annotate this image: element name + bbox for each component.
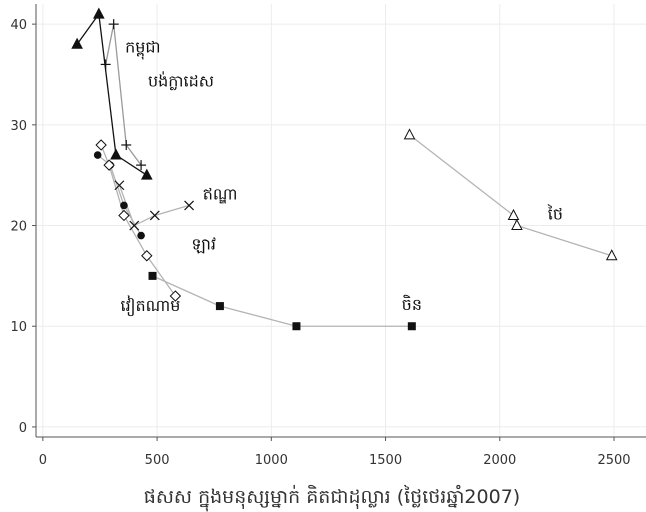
data-point <box>148 271 157 280</box>
data-point <box>140 168 153 180</box>
x-tick-label: 1500 <box>369 453 402 468</box>
series-line <box>76 12 148 176</box>
data-point <box>110 148 122 160</box>
data-point <box>137 231 145 240</box>
data-point <box>120 201 128 210</box>
series-label: ឥណ្ឌា <box>203 184 238 203</box>
data-point <box>92 7 105 19</box>
x-axis-title: ផសស ក្នុងមនុស្សម្នាក់ គិតជាដុល្លារ (ថ្លៃ… <box>144 484 520 512</box>
tick-labels: 0 10 20 30 40 0 500 1000 1500 2000 2500 <box>10 18 630 468</box>
data-point <box>184 200 194 211</box>
y-tick-label: 10 <box>10 320 27 335</box>
data-point <box>507 208 520 220</box>
data-point <box>169 290 182 302</box>
series-label: ចិន <box>402 294 422 314</box>
series-line <box>97 154 142 236</box>
data-point <box>149 210 160 221</box>
data-point <box>403 128 416 140</box>
series-labels: កម្ពុជាបង់ក្លាដេសឥណ្ឌាឡាវវៀតណាម ចិន ថៃ <box>121 37 563 317</box>
y-tick-label: 0 <box>19 421 27 436</box>
series-line <box>409 134 612 257</box>
data-point <box>121 139 132 150</box>
data-point <box>605 249 618 261</box>
series-line <box>152 275 412 327</box>
data-point <box>114 180 125 191</box>
data-point <box>108 19 119 30</box>
data-point <box>93 151 102 159</box>
data-point <box>95 139 107 151</box>
data-point <box>118 209 130 222</box>
data-point <box>407 322 416 331</box>
series-line <box>118 185 190 227</box>
series-label: កម្ពុជា <box>125 37 161 60</box>
data-point <box>103 159 115 171</box>
series-line <box>105 24 142 166</box>
series-markers <box>71 7 618 331</box>
y-tick-label: 20 <box>10 220 27 235</box>
axes <box>32 4 646 441</box>
data-point <box>292 322 301 331</box>
data-point <box>215 302 224 311</box>
grid <box>36 4 646 437</box>
data-point <box>100 59 111 70</box>
x-tick-label: 500 <box>145 453 170 468</box>
y-tick-label: 30 <box>10 119 27 134</box>
x-tick-label: 2000 <box>483 453 516 468</box>
series-label: បង់ក្លាដេស <box>148 71 214 91</box>
series-label: វៀតណាម <box>121 295 181 317</box>
x-tick-label: 1000 <box>255 453 288 468</box>
series-label: ឡាវ <box>191 235 216 254</box>
data-point <box>511 218 523 231</box>
data-point <box>141 250 153 262</box>
data-point <box>129 220 140 231</box>
y-tick-label: 40 <box>10 18 27 33</box>
series-label: ថៃ <box>547 203 563 223</box>
x-tick-label: 0 <box>39 453 47 468</box>
data-point <box>71 37 83 49</box>
x-tick-label: 2500 <box>597 453 630 468</box>
data-point <box>136 160 147 171</box>
